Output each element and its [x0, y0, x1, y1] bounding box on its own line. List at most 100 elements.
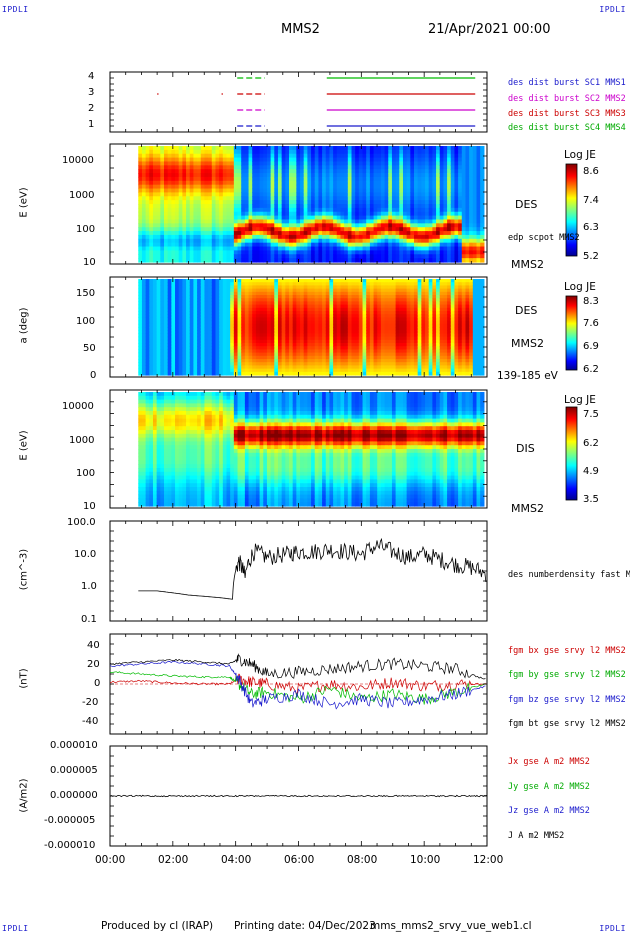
spectrogram-cell	[259, 288, 264, 293]
spectrogram-cell	[311, 279, 316, 283]
spectrogram-cell	[307, 355, 312, 360]
spectrogram-cell	[152, 204, 158, 209]
spectrogram-cell	[241, 365, 246, 370]
spectrogram-cell	[461, 161, 467, 166]
spectrogram-cell	[208, 295, 213, 299]
spectrogram-cell	[208, 219, 213, 224]
spectrogram-cell	[344, 298, 349, 302]
spectrogram-cell	[215, 359, 220, 363]
spectrogram-cell	[182, 254, 187, 259]
spectrogram-cell	[244, 192, 250, 197]
spectrogram-cell	[175, 323, 180, 328]
spectrogram-cell	[344, 343, 349, 347]
spectrogram-cell	[244, 234, 250, 240]
spectrogram-cell	[318, 295, 323, 299]
spectrogram-cell	[307, 250, 312, 255]
spectrogram-cell	[399, 291, 404, 296]
spectrogram-cell	[369, 200, 375, 205]
spectrogram-cell	[149, 304, 154, 309]
spectrogram-cell	[465, 207, 470, 213]
spectrogram-cell	[311, 176, 316, 182]
spectrogram-cell	[193, 279, 198, 283]
spectrogram-cell	[233, 149, 239, 155]
spectrogram-cell	[152, 320, 158, 325]
spectrogram-cell	[325, 279, 331, 283]
spectrogram-cell	[252, 288, 257, 293]
spectrogram-cell	[138, 215, 143, 221]
spectrogram-cell	[230, 291, 235, 296]
spectrogram-cell	[219, 327, 224, 331]
spectrogram-cell	[175, 157, 180, 163]
spectrogram-cell	[141, 184, 147, 190]
spectrogram-cell	[414, 215, 419, 221]
spectrogram-cell	[149, 234, 154, 240]
spectrogram-cell	[443, 227, 448, 232]
spectrogram-cell	[248, 330, 253, 334]
spectrogram-cell	[388, 192, 393, 197]
spectrogram-cell	[336, 298, 342, 302]
spectrogram-cell	[344, 180, 349, 186]
spectrogram-cell	[347, 231, 353, 236]
spectrogram-cell	[277, 204, 283, 209]
spectrogram-cell	[204, 346, 209, 350]
spectrogram-cell	[289, 311, 294, 315]
spectrogram-cell	[428, 204, 433, 209]
spectrogram-cell	[182, 301, 187, 306]
spectrogram-cell	[186, 352, 191, 357]
spectrogram-cell	[171, 169, 176, 174]
spectrogram-cell	[292, 362, 297, 366]
spectrogram-cell	[189, 359, 195, 363]
spectrogram-cell	[266, 211, 272, 217]
spectrogram-cell	[355, 288, 360, 293]
spectrogram-cell	[347, 238, 353, 244]
spectrogram-cell	[248, 184, 253, 190]
spectrogram-cell	[237, 180, 242, 186]
spectrogram-cell	[465, 211, 470, 217]
spectrogram-cell	[358, 250, 364, 255]
spectrogram-cell	[197, 204, 202, 209]
spectrogram-cell	[369, 242, 375, 248]
spectrogram-cell	[366, 317, 371, 322]
spectrogram-cell	[175, 231, 180, 236]
spectrogram-cell	[215, 231, 220, 236]
spectrogram-cell	[145, 291, 150, 296]
spectrogram-cell	[388, 333, 393, 338]
spectrogram-cell	[465, 254, 470, 259]
spectrogram-cell	[230, 227, 235, 232]
spectrogram-cell	[226, 231, 231, 236]
spectrogram-cell	[200, 149, 206, 155]
spectrogram-cell	[395, 180, 400, 186]
spectrogram-cell	[208, 231, 213, 236]
spectrogram-cell	[432, 165, 437, 170]
spectrogram-cell	[325, 234, 331, 240]
spectrogram-cell	[322, 250, 327, 255]
spectrogram-cell	[344, 207, 349, 213]
spectrogram-cell	[362, 254, 367, 259]
spectrogram-cell	[336, 343, 342, 347]
spectrogram-cell	[454, 254, 459, 259]
spectrogram-cell	[340, 250, 345, 255]
spectrogram-cell	[333, 339, 338, 344]
spectrogram-cell	[432, 176, 437, 182]
spectrogram-cell	[189, 330, 195, 334]
spectrogram-cell	[333, 173, 338, 178]
spectrogram-cell	[358, 339, 364, 344]
spectrogram-cell	[333, 349, 338, 354]
spectrogram-cell	[399, 246, 404, 251]
spectrogram-cell	[443, 207, 448, 213]
spectrogram-cell	[230, 359, 235, 363]
spectrogram-cell	[274, 192, 279, 197]
spectrogram-cell	[274, 320, 279, 325]
spectrogram-cell	[241, 352, 246, 357]
spectrogram-cell	[289, 359, 294, 363]
spectrogram-cell	[285, 301, 290, 306]
spectrogram-cell	[391, 359, 397, 363]
spectrogram-cell	[314, 196, 320, 201]
spectrogram-cell	[255, 304, 261, 309]
spectrogram-cell	[266, 242, 272, 248]
spectrogram-cell	[186, 327, 191, 331]
spectrogram-cell	[458, 215, 463, 221]
spectrogram-cell	[164, 161, 169, 166]
spectrogram-cell	[369, 355, 375, 360]
spectrogram-cell	[285, 242, 290, 248]
